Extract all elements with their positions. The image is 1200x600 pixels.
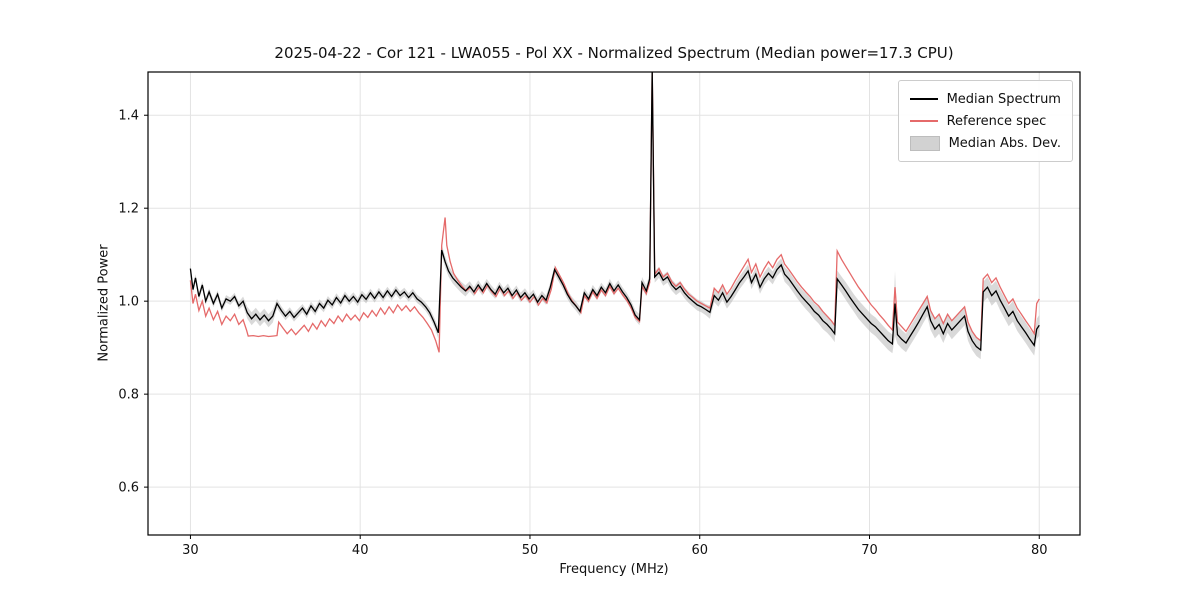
y-tick-label: 0.6 xyxy=(118,481,139,496)
x-tick-label: 60 xyxy=(691,543,708,558)
legend-label: Reference spec xyxy=(946,113,1047,129)
legend-entry-reference: Reference spec xyxy=(909,110,1061,132)
x-tick-label: 50 xyxy=(522,543,539,558)
median-line-swatch xyxy=(909,98,938,100)
mad-band xyxy=(190,72,1040,360)
chart-title: 2025-04-22 - Cor 121 - LWA055 - Pol XX -… xyxy=(274,44,954,62)
legend-label: Median Abs. Dev. xyxy=(948,135,1061,151)
plot-series xyxy=(189,72,1040,360)
y-tick-label: 0.8 xyxy=(118,388,139,403)
x-tick-label: 40 xyxy=(352,543,369,558)
legend-label: Median Spectrum xyxy=(946,91,1061,107)
median-line xyxy=(189,72,1040,352)
x-tick-label: 80 xyxy=(1031,543,1048,558)
x-axis-label: Frequency (MHz) xyxy=(559,562,669,577)
legend-entry-median: Median Spectrum xyxy=(909,88,1061,110)
y-tick-label: 1.0 xyxy=(118,295,139,310)
legend: Median Spectrum Reference spec Median Ab… xyxy=(897,80,1073,162)
x-tick-label: 30 xyxy=(182,543,199,558)
y-tick-label: 1.4 xyxy=(118,109,139,124)
y-tick-label: 1.2 xyxy=(118,202,139,217)
legend-entry-mad: Median Abs. Dev. xyxy=(909,132,1061,154)
tick-labels: 30 40 50 60 70 80 0.6 0.8 1.0 1.2 1.4 xyxy=(118,109,1047,558)
reference-line xyxy=(189,72,1040,353)
x-tick-label: 70 xyxy=(861,543,878,558)
axes-border xyxy=(147,71,1081,536)
reference-line-swatch xyxy=(909,120,938,122)
mad-band-swatch xyxy=(909,135,940,151)
y-axis-label: Normalized Power xyxy=(96,244,112,362)
